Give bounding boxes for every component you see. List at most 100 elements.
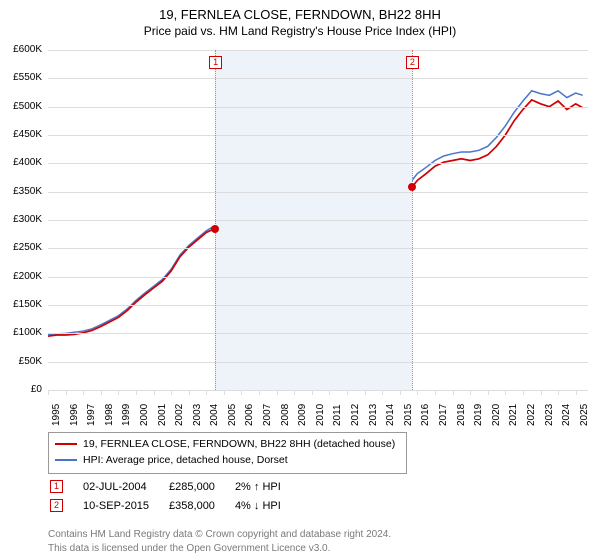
x-tick	[101, 390, 102, 395]
x-tick-label: 2012	[350, 404, 361, 426]
y-tick-label: £150K	[0, 299, 42, 310]
y-tick-label: £50K	[0, 356, 42, 367]
x-tick-label: 1997	[86, 404, 97, 426]
x-tick	[382, 390, 383, 395]
x-tick	[347, 390, 348, 395]
x-tick	[277, 390, 278, 395]
x-tick	[453, 390, 454, 395]
legend-label: 19, FERNLEA CLOSE, FERNDOWN, BH22 8HH (d…	[83, 438, 395, 450]
gridline-y	[48, 248, 588, 249]
sale-row: 210-SEP-2015£358,0004% ↓ HPI	[50, 497, 299, 514]
chart-container: { "title": "19, FERNLEA CLOSE, FERNDOWN,…	[0, 0, 600, 560]
x-tick	[435, 390, 436, 395]
x-tick	[189, 390, 190, 395]
marker-badge: 2	[406, 56, 419, 69]
x-tick	[576, 390, 577, 395]
x-tick	[470, 390, 471, 395]
y-tick-label: £400K	[0, 157, 42, 168]
x-tick	[312, 390, 313, 395]
x-tick	[400, 390, 401, 395]
sale-date: 10-SEP-2015	[83, 497, 167, 514]
gridline-y	[48, 220, 588, 221]
gridline-y	[48, 50, 588, 51]
x-tick	[259, 390, 260, 395]
gridline-y	[48, 390, 588, 391]
marker-badge: 1	[209, 56, 222, 69]
legend-swatch	[55, 459, 77, 461]
gridline-y	[48, 135, 588, 136]
legend-item: 19, FERNLEA CLOSE, FERNDOWN, BH22 8HH (d…	[55, 437, 400, 453]
x-tick-label: 2004	[209, 404, 220, 426]
y-tick-label: £600K	[0, 44, 42, 55]
x-tick	[241, 390, 242, 395]
gridline-y	[48, 362, 588, 363]
sales-table: 102-JUL-2004£285,0002% ↑ HPI 2 10-SEP-2015…	[48, 476, 301, 516]
y-tick-label: £450K	[0, 129, 42, 140]
x-tick-label: 1995	[51, 404, 62, 426]
x-tick-label: 2018	[456, 404, 467, 426]
x-tick	[118, 390, 119, 395]
x-tick	[417, 390, 418, 395]
legend-item: HPI: Average price, detached house, Dors…	[55, 453, 400, 469]
y-tick-label: £550K	[0, 72, 42, 83]
x-tick-label: 2001	[157, 404, 168, 426]
x-tick-label: 2006	[244, 404, 255, 426]
x-tick	[541, 390, 542, 395]
x-tick-label: 2016	[420, 404, 431, 426]
gridline-y	[48, 192, 588, 193]
y-tick-label: £300K	[0, 214, 42, 225]
gridline-y	[48, 277, 588, 278]
sale-point	[211, 225, 219, 233]
x-tick-label: 1998	[104, 404, 115, 426]
x-tick	[329, 390, 330, 395]
x-tick-label: 2011	[332, 404, 343, 426]
x-tick-label: 2014	[385, 404, 396, 426]
x-tick-label: 2021	[508, 404, 519, 426]
x-tick-label: 2023	[544, 404, 555, 426]
gridline-y	[48, 107, 588, 108]
x-tick-label: 2008	[280, 404, 291, 426]
x-tick-label: 2025	[579, 404, 590, 426]
x-tick	[224, 390, 225, 395]
y-tick-label: £0	[0, 384, 42, 395]
x-tick-label: 2009	[297, 404, 308, 426]
gridline-y	[48, 163, 588, 164]
y-tick-label: £350K	[0, 186, 42, 197]
x-tick	[505, 390, 506, 395]
x-tick	[206, 390, 207, 395]
x-tick-label: 2022	[526, 404, 537, 426]
x-tick	[365, 390, 366, 395]
x-tick	[294, 390, 295, 395]
x-tick-label: 2013	[368, 404, 379, 426]
marker-line	[412, 50, 413, 390]
gridline-y	[48, 333, 588, 334]
footer-line1: Contains HM Land Registry data © Crown c…	[48, 528, 391, 542]
x-tick	[154, 390, 155, 395]
x-tick-label: 2020	[491, 404, 502, 426]
gridline-y	[48, 305, 588, 306]
sale-row: 102-JUL-2004£285,0002% ↑ HPI	[50, 478, 299, 495]
x-tick	[136, 390, 137, 395]
x-tick	[558, 390, 559, 395]
marker-badge: 2	[50, 499, 63, 512]
sale-point	[408, 183, 416, 191]
x-tick	[83, 390, 84, 395]
x-tick-label: 2000	[139, 404, 150, 426]
x-tick-label: 2019	[473, 404, 484, 426]
sale-delta: 4% ↓ HPI	[235, 497, 299, 514]
x-tick-label: 2024	[561, 404, 572, 426]
sale-delta: 2% ↑ HPI	[235, 478, 299, 495]
legend: 19, FERNLEA CLOSE, FERNDOWN, BH22 8HH (d…	[48, 432, 407, 474]
footer-line2: This data is licensed under the Open Gov…	[48, 542, 391, 556]
x-tick-label: 2005	[227, 404, 238, 426]
marker-line	[215, 50, 216, 390]
sale-date: 02-JUL-2004	[83, 478, 167, 495]
x-tick	[66, 390, 67, 395]
x-tick-label: 2017	[438, 404, 449, 426]
x-tick-label: 1999	[121, 404, 132, 426]
x-tick-label: 2010	[315, 404, 326, 426]
y-tick-label: £200K	[0, 271, 42, 282]
x-tick-label: 2002	[174, 404, 185, 426]
x-tick	[488, 390, 489, 395]
y-tick-label: £500K	[0, 101, 42, 112]
